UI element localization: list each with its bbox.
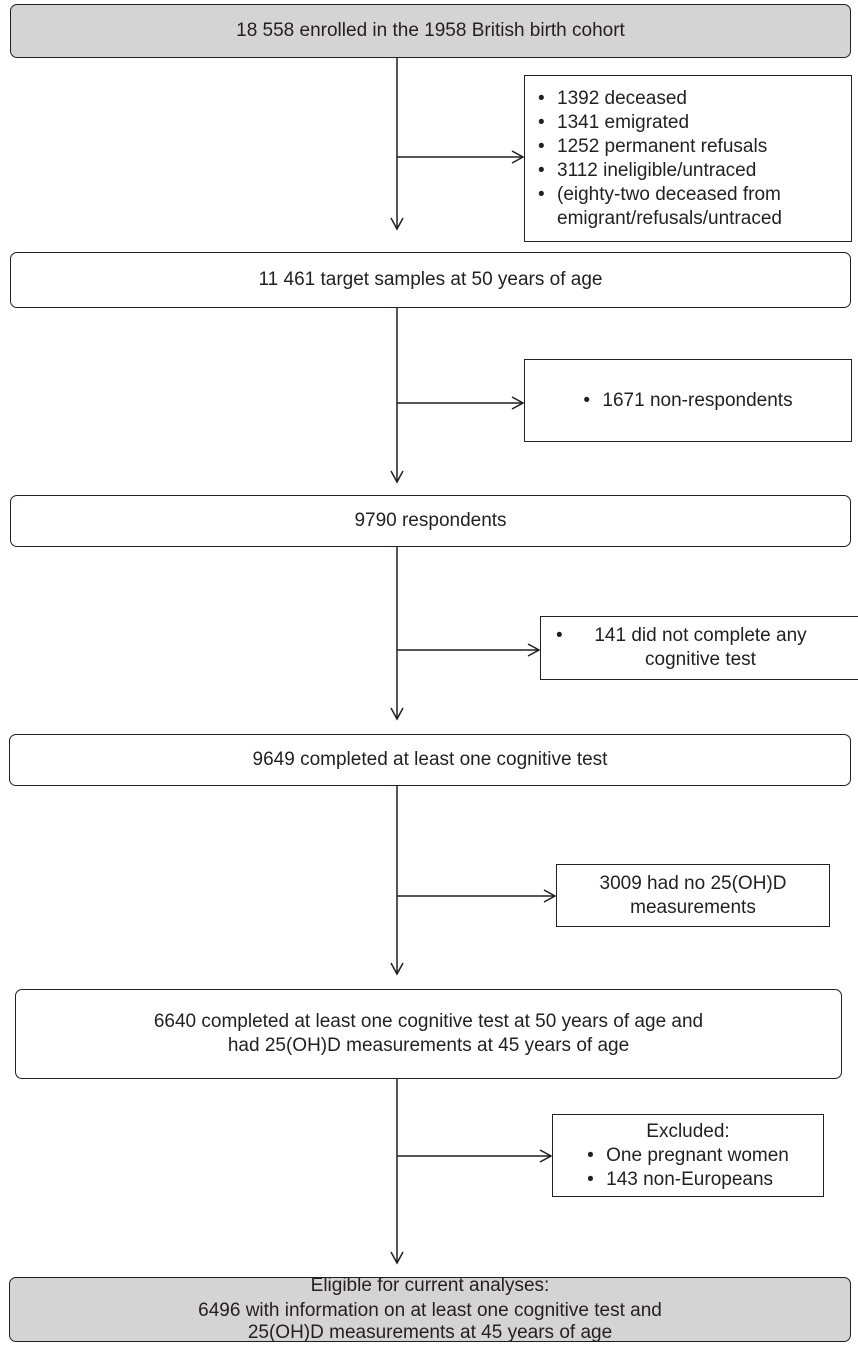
- list-item: 1252 permanent refusals: [538, 135, 841, 159]
- list-item: 1341 emigrated: [538, 111, 841, 135]
- exclusion-list-5: One pregnant women 143 non-Europeans: [587, 1144, 789, 1192]
- enrolled-box: 18 558 enrolled in the 1958 British birt…: [10, 4, 851, 58]
- respondents-text: 9790 respondents: [354, 510, 507, 531]
- eligible-heading: Eligible for current analyses:: [310, 1275, 550, 1296]
- exclusion-list-1: 1392 deceased 1341 emigrated 1252 perman…: [538, 87, 841, 231]
- list-item: 1392 deceased: [538, 87, 841, 111]
- list-item: 1671 non-respondents: [583, 389, 792, 413]
- list-item: (eighty-two deceased from emigrant/refus…: [538, 183, 841, 231]
- exclusion-4-text: 3009 had no 25(OH)D measurements: [599, 872, 787, 918]
- exclusion-box-3: 141 did not complete any cognitive test: [540, 616, 858, 680]
- list-item: 143 non-Europeans: [587, 1168, 789, 1192]
- list-item: 141 did not complete any cognitive test: [556, 624, 826, 672]
- exclusion-5-heading: Excluded:: [646, 1120, 730, 1142]
- respondents-box: 9790 respondents: [10, 495, 851, 547]
- list-item-text: 141 did not complete any cognitive test: [594, 625, 807, 670]
- completed-measured-box: 6640 completed at least one cognitive te…: [15, 989, 842, 1079]
- completed-test-box: 9649 completed at least one cognitive te…: [9, 734, 851, 786]
- exclusion-list-3: 141 did not complete any cognitive test: [556, 624, 826, 672]
- eligible-box: Eligible for current analyses: 6496 with…: [9, 1275, 851, 1343]
- exclusion-box-4: 3009 had no 25(OH)D measurements: [556, 864, 830, 927]
- exclusion-list-2: 1671 non-respondents: [583, 389, 792, 413]
- eligible-body: 6496 with information on at least one co…: [198, 1300, 662, 1343]
- target-samples-box: 11 461 target samples at 50 years of age: [10, 252, 851, 308]
- exclusion-box-2: 1671 non-respondents: [524, 359, 852, 442]
- list-item: 3112 ineligible/untraced: [538, 159, 841, 183]
- target-samples-text: 11 461 target samples at 50 years of age: [258, 269, 603, 290]
- exclusion-box-5: Excluded: One pregnant women 143 non-Eur…: [552, 1114, 824, 1197]
- exclusion-box-1: 1392 deceased 1341 emigrated 1252 perman…: [524, 75, 852, 242]
- list-item: One pregnant women: [587, 1144, 789, 1168]
- completed-test-text: 9649 completed at least one cognitive te…: [252, 749, 608, 770]
- enrolled-text: 18 558 enrolled in the 1958 British birt…: [236, 20, 625, 41]
- completed-measured-text: 6640 completed at least one cognitive te…: [153, 1011, 704, 1056]
